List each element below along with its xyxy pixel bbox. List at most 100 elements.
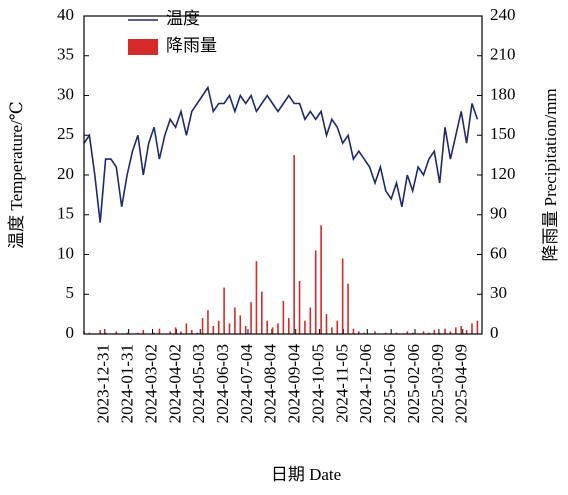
precip-bar xyxy=(190,330,193,334)
precip-bar xyxy=(234,307,236,334)
precip-bar xyxy=(406,331,409,334)
precip-bar xyxy=(363,332,366,334)
precip-bar xyxy=(169,331,172,334)
precip-bar xyxy=(282,300,285,334)
precip-bar xyxy=(217,320,220,334)
precip-bar xyxy=(223,287,225,334)
y2-tick-label: 30 xyxy=(490,283,507,302)
precip-bar xyxy=(137,332,139,334)
y-tick-label: 30 xyxy=(57,84,74,103)
y2-tick-label: 120 xyxy=(490,164,516,183)
precip-bar xyxy=(153,332,155,334)
precip-bar xyxy=(255,261,258,334)
precip-bar xyxy=(465,330,468,334)
precip-bar xyxy=(261,291,263,334)
precip-bar xyxy=(438,332,441,334)
precip-bar xyxy=(244,326,247,334)
x-tick-label: 2024-09-04 xyxy=(285,344,304,424)
x-tick-label: 2024-07-04 xyxy=(237,344,256,424)
precip-bar xyxy=(180,331,182,334)
precip-bar xyxy=(158,328,161,334)
precip-bar xyxy=(449,331,452,334)
x-tick-label: 2025-02-06 xyxy=(404,344,423,423)
y-tick-label: 15 xyxy=(57,204,74,223)
y2-tick-label: 60 xyxy=(490,243,507,262)
y2-tick-label: 150 xyxy=(490,124,516,143)
precip-bar xyxy=(239,315,242,334)
y2-tick-label: 240 xyxy=(490,5,516,24)
y-tick-label: 5 xyxy=(66,283,75,302)
precip-bar xyxy=(201,318,204,334)
precip-bar xyxy=(298,281,301,334)
x-tick-label: 2025-04-09 xyxy=(452,344,471,423)
x-tick-label: 2024-06-03 xyxy=(213,344,232,423)
y2-tick-label: 210 xyxy=(490,45,516,64)
x-tick-label: 2024-03-02 xyxy=(141,344,160,423)
precip-bar xyxy=(212,326,215,334)
precip-bar xyxy=(422,331,425,334)
precip-bar xyxy=(476,320,479,334)
y-tick-label: 20 xyxy=(57,164,74,183)
legend-swatch xyxy=(128,39,158,55)
precip-bar xyxy=(455,327,457,334)
y2-tick-label: 0 xyxy=(490,323,499,342)
precip-bar xyxy=(266,320,269,334)
x-tick-label: 2025-03-09 xyxy=(428,344,447,423)
precip-bar xyxy=(309,307,312,334)
precip-bar xyxy=(88,332,91,334)
x-tick-label: 2024-12-06 xyxy=(356,344,375,423)
precip-bar xyxy=(287,318,290,334)
x-tick-label: 2024-11-05 xyxy=(332,344,351,423)
precip-bar xyxy=(331,327,333,334)
y-tick-label: 0 xyxy=(66,323,75,342)
precip-bar xyxy=(325,314,328,334)
temperature-line xyxy=(83,85,479,223)
x-tick-label: 2024-08-04 xyxy=(261,344,280,424)
legend-label: 降雨量 xyxy=(166,36,217,55)
precip-bar xyxy=(336,320,339,334)
precip-bar xyxy=(444,328,446,334)
x-tick-label: 2023-12-31 xyxy=(94,344,113,423)
y-tick-label: 35 xyxy=(57,45,74,64)
precip-bar xyxy=(207,310,209,334)
precip-bar xyxy=(99,330,101,334)
precip-bar xyxy=(320,225,322,334)
precip-bar xyxy=(384,332,387,334)
precip-bar xyxy=(142,330,145,334)
y-tick-label: 10 xyxy=(57,243,74,262)
precip-bar xyxy=(460,326,463,334)
precip-bar xyxy=(314,250,317,334)
x-tick-label: 2024-05-03 xyxy=(189,344,208,423)
precip-bar xyxy=(126,332,128,334)
precip-bar xyxy=(228,323,231,334)
y2-tick-label: 180 xyxy=(490,84,516,103)
x-tick-label: 2024-10-05 xyxy=(308,344,327,423)
precip-bar xyxy=(277,323,279,334)
precip-bar xyxy=(174,327,177,334)
precip-bar xyxy=(352,328,355,334)
x-tick-label: 2024-04-02 xyxy=(165,344,184,423)
legend-label: 温度 xyxy=(166,9,200,28)
plot-frame xyxy=(83,15,483,335)
y-tick-label: 25 xyxy=(57,124,74,143)
precip-bar xyxy=(433,330,436,334)
x-tick-label: 2024-01-31 xyxy=(118,344,137,423)
precip-bar xyxy=(115,331,118,334)
precip-bar xyxy=(428,332,430,334)
precip-bar xyxy=(471,323,473,334)
precip-bar xyxy=(358,331,360,334)
precip-bar xyxy=(374,331,376,334)
y-axis-label: 温度 Temperature/℃ xyxy=(7,101,26,249)
y2-axis-label: 降雨量 Precipitation/mm xyxy=(541,88,560,261)
precip-bar xyxy=(104,332,107,334)
precip-bar xyxy=(411,332,414,334)
precip-bar xyxy=(293,155,295,334)
precip-bar xyxy=(196,332,198,334)
precip-bar xyxy=(341,258,344,334)
y-tick-label: 40 xyxy=(57,5,74,24)
precip-bar xyxy=(271,327,274,334)
precip-bar xyxy=(250,302,252,334)
precip-bar xyxy=(347,283,349,334)
x-axis-label: 日期 Date xyxy=(271,465,341,484)
